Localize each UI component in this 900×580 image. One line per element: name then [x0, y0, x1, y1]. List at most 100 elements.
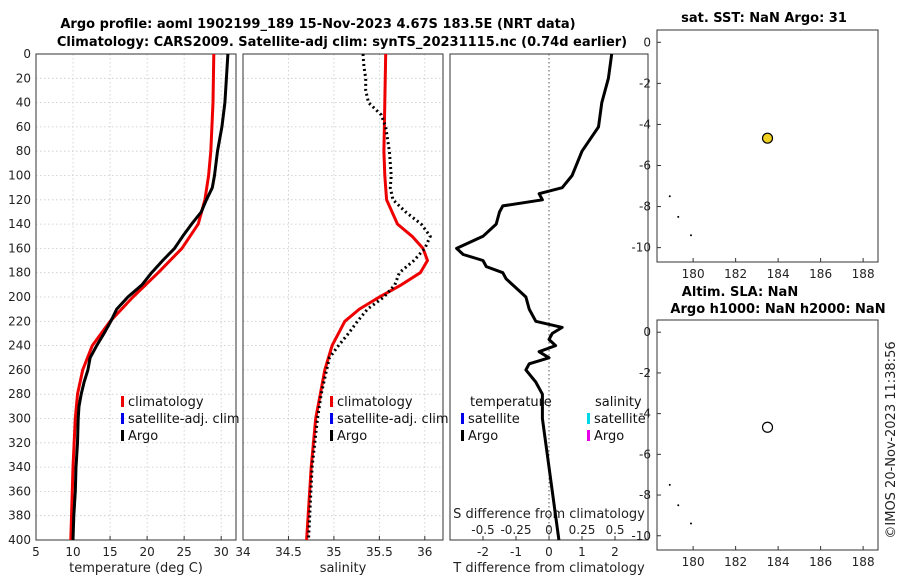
difference-temperature-legend-label: Argo [468, 429, 498, 444]
sst-map-ytick-label: -8 [639, 200, 651, 214]
difference-top-xtick-label: 0.25 [569, 523, 596, 537]
sla-map-land-dot [690, 522, 692, 525]
salinity-xtick-label: 35 [326, 545, 341, 559]
difference-legend-title-salinity: salinity [595, 395, 642, 410]
sst-map-ytick-label: -10 [631, 241, 651, 255]
depth-tick-label: 240 [8, 339, 31, 353]
depth-tick-label: 320 [8, 436, 31, 450]
sst-map-xtick-label: 184 [767, 267, 790, 281]
difference-temperature-legend-swatch [461, 430, 464, 441]
salinity-xtick-label: 35.5 [366, 545, 393, 559]
depth-tick-label: 40 [16, 96, 31, 110]
sla-map-ytick-label: 0 [643, 325, 651, 339]
sst-map-xtick-label: 186 [809, 267, 832, 281]
difference-temperature-legend-swatch [461, 413, 464, 424]
temperature-xtick-label: 20 [139, 545, 154, 559]
difference-legend-title-temperature: temperature [470, 395, 552, 410]
depth-tick-label: 220 [8, 314, 31, 328]
imos-timestamp: ©IMOS 20-Nov-2023 11:38:56 [884, 341, 899, 538]
temperature-legend-label: satellite-adj. clim [128, 412, 240, 427]
difference-salinity-legend-swatch [587, 413, 590, 424]
depth-tick-label: 400 [8, 533, 31, 547]
difference-xlabel: T difference from climatology [452, 561, 645, 576]
depth-tick-label: 0 [23, 47, 31, 61]
sla-map-title-line2: Argo h1000: NaN h2000: NaN [670, 302, 885, 317]
salinity-series-argo [307, 53, 432, 541]
salinity-legend-label: satellite-adj. clim [337, 412, 449, 427]
sst-map-profile-location-marker [761, 132, 774, 144]
sla-map-title-line1: Altim. SLA: NaN [682, 285, 798, 300]
salinity-xlabel: salinity [320, 561, 367, 576]
difference-salinity-legend-swatch [587, 430, 590, 441]
depth-tick-label: 60 [16, 120, 31, 134]
difference-series-argo [455, 53, 614, 541]
depth-tick-label: 140 [8, 217, 31, 231]
temperature-legend-swatch [121, 396, 124, 407]
depth-tick-label: 280 [8, 387, 31, 401]
sst-map-ytick-label: -6 [639, 159, 651, 173]
sst-map-ytick-label: -4 [639, 117, 651, 131]
sla-map-ytick-label: -8 [639, 488, 651, 502]
difference-top-xtick-label: -0.5 [471, 523, 494, 537]
salinity-panel: 34 34.5 35 35.5 36 salinity climatology satelli… [235, 53, 449, 576]
temperature-panel: 0 20 40 60 80 100 120 140 160 180 200 220 240 260 280 3… [8, 47, 240, 576]
depth-tick-label: 20 [16, 71, 31, 85]
sla-map-xtick-label: 184 [767, 555, 790, 569]
temperature-legend-swatch [121, 430, 124, 441]
sla-map-land-dot [668, 483, 671, 486]
depth-tick-label: 180 [8, 266, 31, 280]
depth-tick-label: 200 [8, 290, 31, 304]
difference-xtick-label: -1 [510, 545, 522, 559]
sla-map-xtick-label: 188 [852, 555, 875, 569]
depth-tick-label: 160 [8, 241, 31, 255]
depth-tick-label: 80 [16, 144, 31, 158]
depth-tick-label: 260 [8, 363, 31, 377]
temperature-xtick-label: 25 [177, 545, 192, 559]
temperature-series-climatology [69, 53, 216, 541]
sla-map-panel: 180 182 184 186 188 0 -2 -4 -6 -8 -10 Altim. SLA: N… [631, 285, 885, 569]
depth-tick-label: 380 [8, 509, 31, 523]
sst-map-xtick-label: 188 [852, 267, 875, 281]
figure-title-line1: Argo profile: aoml 1902199_189 15-Nov-20… [60, 17, 575, 32]
depth-tick-label: 100 [8, 169, 31, 183]
salinity-legend-label: climatology [337, 395, 413, 410]
sla-map-xtick-label: 182 [724, 555, 747, 569]
depth-tick-label: 300 [8, 412, 31, 426]
salinity-xtick-label: 36 [417, 545, 432, 559]
sla-map-xtick-label: 180 [682, 555, 705, 569]
salinity-frame [242, 53, 444, 541]
salinity-xtick-label: 34.5 [275, 545, 302, 559]
sst-map-frame [656, 29, 879, 263]
salinity-legend-swatch [330, 430, 333, 441]
sla-map-xtick-label: 186 [809, 555, 832, 569]
sla-map-land-dot [677, 504, 680, 507]
sla-map-ytick-label: -2 [639, 366, 651, 380]
salinity-xtick-label: 34 [235, 545, 250, 559]
sla-map-ytick-label: -6 [639, 447, 651, 461]
salinity-legend-swatch [330, 396, 333, 407]
temperature-legend-label: Argo [128, 429, 158, 444]
sst-map-xtick-label: 180 [682, 267, 705, 281]
difference-top-xtick-label: 0 [545, 523, 553, 537]
temperature-xlabel: temperature (deg C) [69, 561, 203, 576]
temperature-frame [35, 53, 237, 541]
sst-map-panel: 180 182 184 186 188 0 -2 -4 -6 -8 -10 sat. SST: NaN… [631, 11, 879, 281]
temperature-xtick-label: 10 [65, 545, 80, 559]
sla-map-ytick-label: -4 [639, 407, 651, 421]
sst-map-ytick-label: 0 [643, 35, 651, 49]
temperature-series-argo [71, 53, 230, 541]
sla-map-frame [656, 319, 879, 551]
difference-xtick-label: 0 [545, 545, 553, 559]
difference-top-xlabel: S difference from climatology [453, 507, 645, 522]
salinity-series-climatology [305, 53, 429, 541]
sla-map-ytick-label: -10 [631, 529, 651, 543]
salinity-legend-swatch [330, 413, 333, 424]
sst-map-land-dot [668, 195, 671, 198]
difference-xtick-label: 1 [578, 545, 586, 559]
salinity-legend-label: Argo [337, 429, 367, 444]
temperature-legend-label: climatology [128, 395, 204, 410]
sst-map-ytick-label: -2 [639, 76, 651, 90]
sst-map-title: sat. SST: NaN Argo: 31 [681, 11, 847, 26]
